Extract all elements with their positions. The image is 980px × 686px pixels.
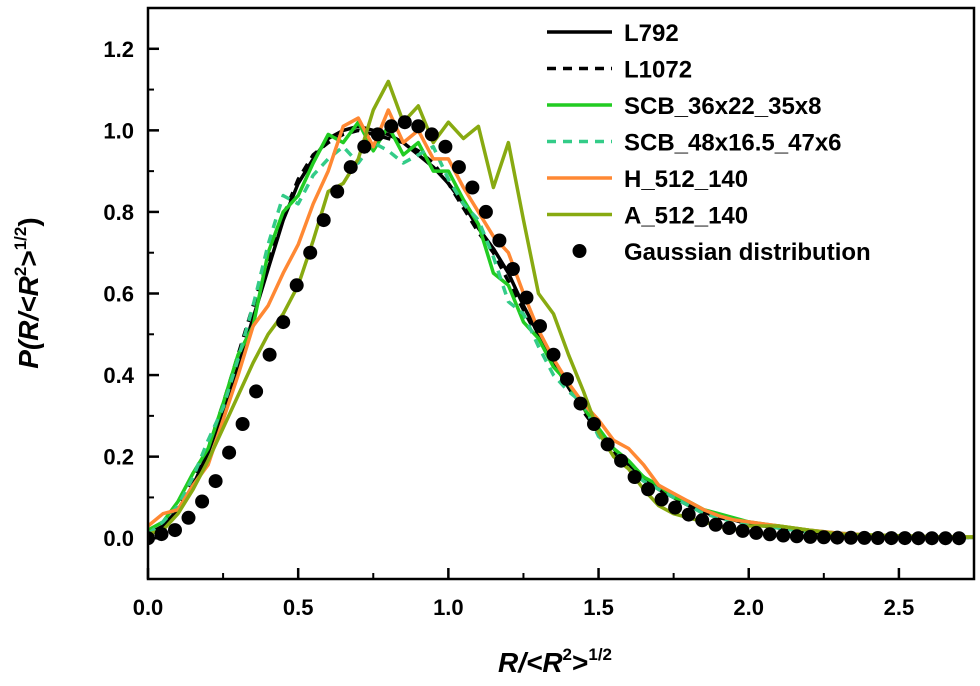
gaussian-point xyxy=(587,417,601,431)
gaussian-point xyxy=(749,525,764,540)
gaussian-point xyxy=(627,470,642,484)
gaussian-point xyxy=(614,453,629,468)
gaussian-point xyxy=(830,530,845,545)
gaussian-point xyxy=(262,347,277,362)
gaussian-point xyxy=(343,160,358,175)
gaussian-point xyxy=(276,315,291,330)
y-tick-label: 0.6 xyxy=(103,282,134,307)
y-tick-label: 1.0 xyxy=(103,118,134,143)
gaussian-point xyxy=(776,528,791,543)
gaussian-point xyxy=(560,372,574,387)
gaussian-point xyxy=(505,262,520,276)
gaussian-point xyxy=(330,184,345,199)
gaussian-point xyxy=(546,347,561,362)
gaussian-point xyxy=(884,531,899,546)
gaussian-point xyxy=(451,160,466,175)
legend-label: L792 xyxy=(624,20,679,47)
plot-data-layer xyxy=(148,79,974,546)
legend-label: Gaussian distribution xyxy=(624,239,871,266)
series-line-scb-48x16-5-47x6 xyxy=(148,140,974,540)
gaussian-point xyxy=(478,204,493,219)
legend-label: SCB_36x22_35x8 xyxy=(624,93,822,120)
gaussian-point xyxy=(722,521,737,535)
y-tick-label: 1.2 xyxy=(103,37,134,62)
gaussian-point xyxy=(924,531,939,546)
gaussian-point xyxy=(249,384,264,399)
gaussian-point xyxy=(870,531,885,545)
gaussian-point xyxy=(952,531,966,546)
gaussian-point xyxy=(168,523,182,538)
y-tick-label: 0.8 xyxy=(103,200,134,225)
gaussian-point xyxy=(600,437,615,452)
gaussian-point xyxy=(668,500,683,515)
legend-label: H_512_140 xyxy=(624,166,748,193)
gaussian-point xyxy=(843,530,858,545)
legend-marker xyxy=(572,244,587,258)
gaussian-point xyxy=(397,115,412,130)
gaussian-point xyxy=(303,245,318,260)
gaussian-point xyxy=(735,523,750,538)
gaussian-point xyxy=(411,119,426,134)
gaussian-point xyxy=(370,127,385,142)
gaussian-point xyxy=(573,396,588,411)
gaussian-point xyxy=(762,527,777,542)
y-tick-label: 0.0 xyxy=(103,526,134,551)
gaussian-point xyxy=(695,513,710,528)
gaussian-point xyxy=(465,180,480,195)
gaussian-point xyxy=(208,474,223,489)
gaussian-point xyxy=(816,530,831,545)
legend-label: A_512_140 xyxy=(624,203,748,230)
gaussian-point xyxy=(195,494,210,509)
x-tick-label: 2.5 xyxy=(884,595,915,620)
gaussian-point xyxy=(438,139,453,154)
x-tick-label: 1.0 xyxy=(433,595,464,620)
gaussian-point xyxy=(803,529,818,544)
series-line-a-512-140 xyxy=(148,79,974,539)
axes-layer: 0.0 0.5 1.0 1.5 2.0 2.5 0.0 0.2 0.4 0.6 0.8 1.0 1.2 xyxy=(103,6,976,620)
gaussian-point xyxy=(492,233,507,248)
x-axis-label: R/<R2>1/2 xyxy=(498,645,612,678)
series-line-h-512-140 xyxy=(148,108,974,539)
x-tick-label: 2.0 xyxy=(733,595,764,620)
y-tick-label: 0.4 xyxy=(103,363,134,388)
gaussian-point xyxy=(938,531,953,546)
x-tick-label: 0.0 xyxy=(133,595,164,620)
y-axis-label: P(R/<R2>1/2) xyxy=(11,217,44,368)
gaussian-point xyxy=(519,290,534,305)
gaussian-point xyxy=(654,492,669,507)
x-tick-label: 1.5 xyxy=(583,595,614,620)
gaussian-point xyxy=(533,319,547,334)
legend: L792 L1072 SCB_36x22_35x8 SCB_48x16.5_47x6 H… xyxy=(547,20,871,266)
y-tick-label: 0.2 xyxy=(103,445,134,470)
gaussian-point xyxy=(681,507,696,522)
gaussian-point xyxy=(641,482,656,497)
gaussian-point xyxy=(897,531,912,546)
gaussian-point xyxy=(789,529,804,544)
gaussian-point xyxy=(222,445,237,460)
gaussian-point xyxy=(708,517,723,532)
gaussian-point xyxy=(316,213,331,228)
legend-label: SCB_48x16.5_47x6 xyxy=(624,130,842,157)
gaussian-point xyxy=(289,278,304,293)
gaussian-point xyxy=(384,119,399,134)
gaussian-point xyxy=(235,417,250,431)
gaussian-point xyxy=(857,530,872,545)
gaussian-point xyxy=(911,531,926,546)
legend-label: L1072 xyxy=(624,57,692,84)
gaussian-point xyxy=(424,127,439,142)
x-tick-label: 0.5 xyxy=(283,595,314,620)
gaussian-point xyxy=(357,139,372,154)
gaussian-point xyxy=(181,510,196,525)
